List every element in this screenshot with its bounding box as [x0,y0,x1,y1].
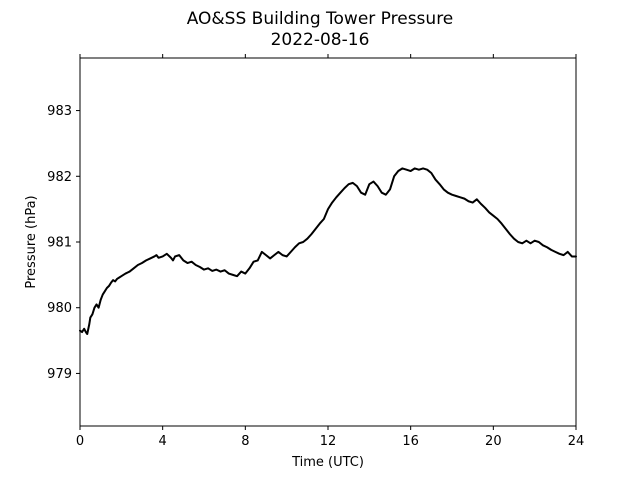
chart-subtitle: 2022-08-16 [271,30,370,50]
x-tick-label: 8 [241,434,249,449]
chart-title: AO&SS Building Tower Pressure [187,9,454,29]
y-tick-label: 980 [47,301,72,316]
x-tick-label: 24 [568,434,585,449]
y-tick-label: 979 [47,367,72,382]
y-axis-label: Pressure (hPa) [24,195,39,288]
x-tick-label: 4 [159,434,167,449]
x-axis-label: Time (UTC) [291,455,364,470]
x-tick-label: 12 [320,434,337,449]
pressure-series-line [79,167,577,335]
x-tick-label: 20 [485,434,502,449]
y-axis-ticks: 979 980 981 982 983 [47,104,80,382]
y-tick-label: 983 [47,104,72,119]
y-tick-label: 981 [47,236,72,251]
x-tick-label: 16 [402,434,419,449]
y-tick-label: 982 [47,170,72,185]
plot-area [79,57,577,427]
x-axis-ticks: 0 4 8 12 16 20 24 [76,54,584,449]
x-tick-label: 0 [76,434,84,449]
